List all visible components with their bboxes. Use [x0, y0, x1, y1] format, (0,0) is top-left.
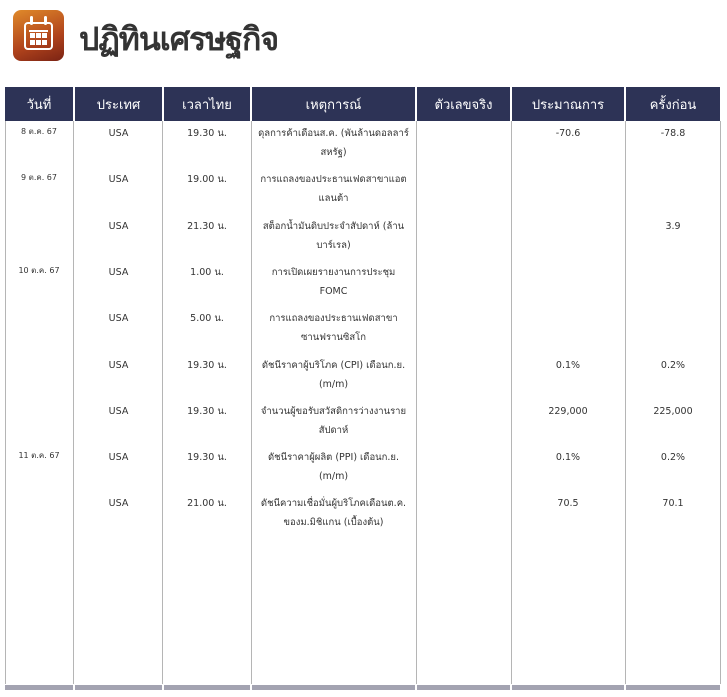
- cell-time: 19.30 น.: [187, 359, 227, 371]
- cell-date: 8 ต.ค. 67: [21, 127, 57, 136]
- cell-forecast: 0.1%: [555, 359, 581, 371]
- column-header-country: ประเทศ: [75, 87, 162, 121]
- column-footer: [252, 685, 415, 690]
- cell-country: USA: [108, 313, 129, 325]
- cell-event: การแถลงของประธานเฟดสาขาแอตแลนต้า: [260, 174, 407, 205]
- column-divider: [162, 121, 163, 684]
- column-footer: [417, 685, 510, 690]
- column-divider: [720, 121, 721, 684]
- cell-time: 21.30 น.: [187, 220, 227, 232]
- cell-previous: 0.2%: [660, 359, 686, 371]
- column-divider: [625, 121, 626, 684]
- cell-country: USA: [108, 128, 129, 139]
- cell-event: ดุลการค้าเดือนส.ค. (พันล้านดอลลาร์สหรัฐ): [258, 128, 409, 158]
- cell-forecast: 0.1%: [555, 452, 581, 464]
- cell-country: USA: [108, 266, 129, 278]
- cell-event: จำนวนผู้ขอรับสวัสดิการว่างงานรายสัปดาห์: [260, 405, 407, 436]
- cell-country: USA: [108, 405, 129, 417]
- column-header-previous: ครั้งก่อน: [626, 87, 720, 121]
- column-footer: [5, 685, 73, 690]
- cell-previous: 70.1: [662, 498, 684, 510]
- cell-country: USA: [108, 220, 129, 232]
- column-header-time: เวลาไทย: [164, 87, 250, 121]
- column-footer: [75, 685, 162, 690]
- cell-event: ดัชนีความเชื่อมั่นผู้บริโภคเดือนต.ค. ของ…: [260, 498, 407, 529]
- cell-date: 9 ต.ค. 67: [21, 173, 57, 183]
- column-footer: [626, 685, 720, 690]
- cell-country: USA: [108, 452, 129, 464]
- cell-previous: 0.2%: [660, 452, 686, 464]
- cell-event: การเปิดเผยรายงานการประชุม FOMC: [271, 266, 396, 297]
- cell-previous: -78.8: [660, 128, 686, 139]
- cell-time: 5.00 น.: [190, 313, 224, 325]
- cell-date: 10 ต.ค. 67: [18, 265, 60, 275]
- cell-time: 19.00 น.: [187, 174, 227, 186]
- cell-country: USA: [108, 174, 129, 186]
- cell-event: สต็อกน้ำมันดิบประจำสัปดาห์ (ล้านบาร์เรล): [262, 220, 405, 251]
- cell-event: การแถลงของประธานเฟดสาขาซานฟรานซิสโก: [269, 313, 398, 344]
- column-divider: [5, 121, 6, 684]
- cell-event: ดัชนีราคาผู้บริโภค (CPI) เดือนก.ย.(m/m): [261, 359, 406, 390]
- page-title: ปฏิทินเศรษฐกิจ: [79, 20, 279, 58]
- cell-country: USA: [108, 498, 129, 510]
- column-divider: [251, 121, 252, 684]
- column-divider: [511, 121, 512, 684]
- cell-time: 19.30 น.: [187, 128, 227, 139]
- cell-date: 11 ต.ค. 67: [18, 451, 60, 461]
- column-footer: [512, 685, 624, 690]
- column-header-event: เหตุการณ์: [252, 87, 415, 121]
- cell-forecast: 229,000: [548, 405, 588, 417]
- cell-time: 21.00 น.: [187, 498, 227, 510]
- cell-previous: 225,000: [653, 405, 693, 417]
- cell-time: 19.30 น.: [187, 405, 227, 417]
- cell-time: 19.30 น.: [187, 452, 227, 464]
- cell-previous: 3.9: [665, 220, 681, 232]
- cell-forecast: -70.6: [555, 128, 581, 139]
- column-header-forecast: ประมาณการ: [512, 87, 624, 121]
- calendar-icon: [13, 10, 64, 61]
- column-divider: [416, 121, 417, 684]
- column-header-date: วันที่: [5, 87, 73, 121]
- cell-event: ดัชนีราคาผู้ผลิต (PPI) เดือนก.ย. (m/m): [267, 452, 400, 483]
- cell-forecast: 70.5: [557, 498, 579, 510]
- column-footer: [164, 685, 250, 690]
- column-header-actual: ตัวเลขจริง: [417, 87, 510, 121]
- column-divider: [73, 121, 74, 684]
- cell-country: USA: [108, 359, 129, 371]
- cell-time: 1.00 น.: [190, 266, 224, 278]
